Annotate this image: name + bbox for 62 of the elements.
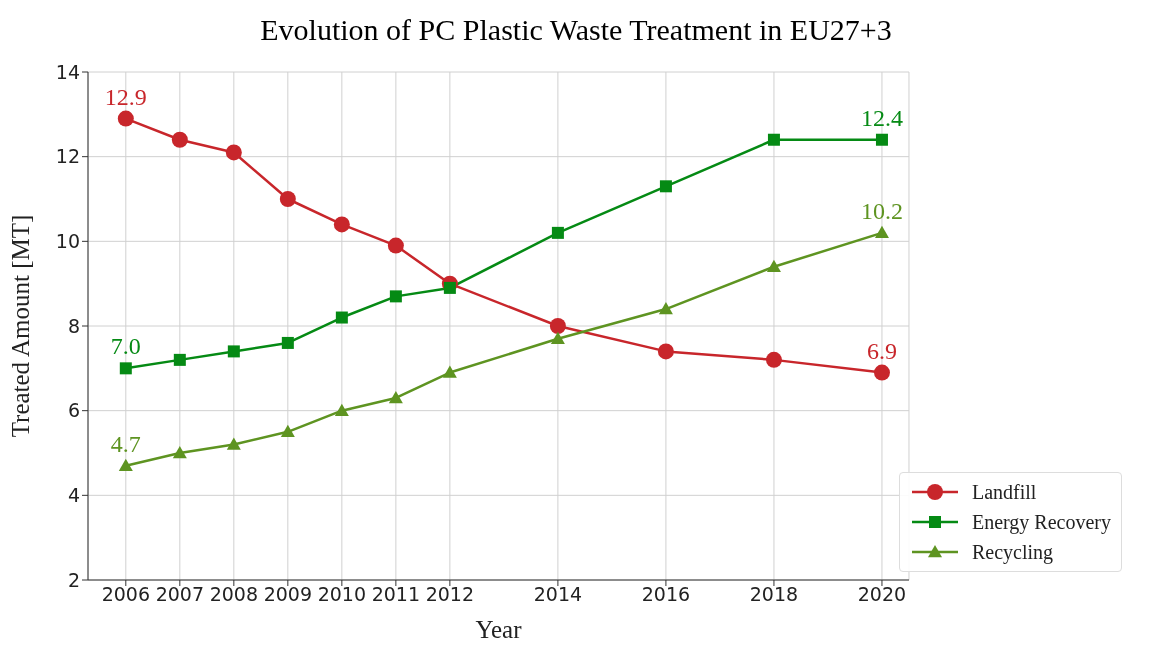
point: [119, 362, 132, 375]
y-tick-label: 6: [67, 399, 80, 422]
point: [117, 110, 134, 127]
point: [550, 331, 565, 344]
point: [226, 437, 241, 450]
point: [875, 133, 888, 146]
point: [443, 281, 456, 294]
point: [549, 318, 566, 334]
x-tick-label: 2008: [209, 583, 259, 606]
point: [766, 259, 781, 272]
point: [225, 144, 242, 161]
data-label: 6.9: [866, 337, 897, 364]
point: [227, 345, 240, 358]
point: [333, 216, 350, 233]
x-axis-title: Year: [475, 616, 523, 643]
point: [281, 336, 294, 349]
point: [280, 424, 295, 438]
point: [172, 446, 187, 459]
x-tick-label: 2014: [533, 583, 583, 606]
legend-label: Landfill: [971, 480, 1037, 505]
point: [387, 237, 404, 254]
y-axis-title: Treated Amount [MT]: [6, 214, 34, 438]
point: [171, 131, 188, 148]
point: [658, 302, 673, 315]
point: [874, 225, 889, 239]
y-tick-label: 14: [55, 60, 80, 83]
y-tick-label: 10: [55, 230, 80, 253]
x-tick-label: 2010: [317, 583, 367, 606]
data-label: 10.2: [860, 197, 903, 224]
legend-label: Recycling: [971, 540, 1054, 566]
point: [388, 390, 403, 404]
chart-title: Evolution of PC Plastic Waste Treatment in EU27+3: [259, 12, 893, 48]
y-tick-label: 4: [67, 484, 80, 507]
x-tick-label: 2009: [263, 583, 313, 606]
x-tick-label: 2011: [371, 583, 421, 606]
data-label: 7.0: [110, 333, 141, 360]
point: [765, 351, 782, 368]
legend-label: Energy Recovery: [971, 510, 1111, 536]
y-tick-label: 2: [67, 568, 80, 591]
x-tick-label: 2007: [155, 583, 204, 606]
point: [873, 364, 890, 381]
point: [551, 226, 564, 239]
point: [657, 343, 674, 360]
point: [389, 290, 402, 303]
point: [335, 311, 348, 324]
x-tick-label: 2018: [749, 583, 799, 606]
point: [118, 458, 133, 471]
y-tick-label: 12: [55, 145, 80, 168]
x-tick-label: 2020: [857, 583, 907, 606]
point: [173, 353, 186, 366]
point: [334, 403, 349, 416]
point: [279, 191, 296, 207]
y-tick-label: 8: [67, 314, 80, 337]
x-tick-label: 2012: [425, 583, 475, 606]
point: [659, 180, 672, 193]
point: [442, 365, 457, 378]
data-label: 12.4: [860, 104, 903, 131]
point: [767, 133, 780, 146]
x-tick-label: 2016: [641, 583, 691, 606]
data-label: 4.7: [110, 430, 141, 457]
x-tick-label: 2006: [101, 583, 150, 606]
data-label: 12.9: [104, 83, 147, 110]
